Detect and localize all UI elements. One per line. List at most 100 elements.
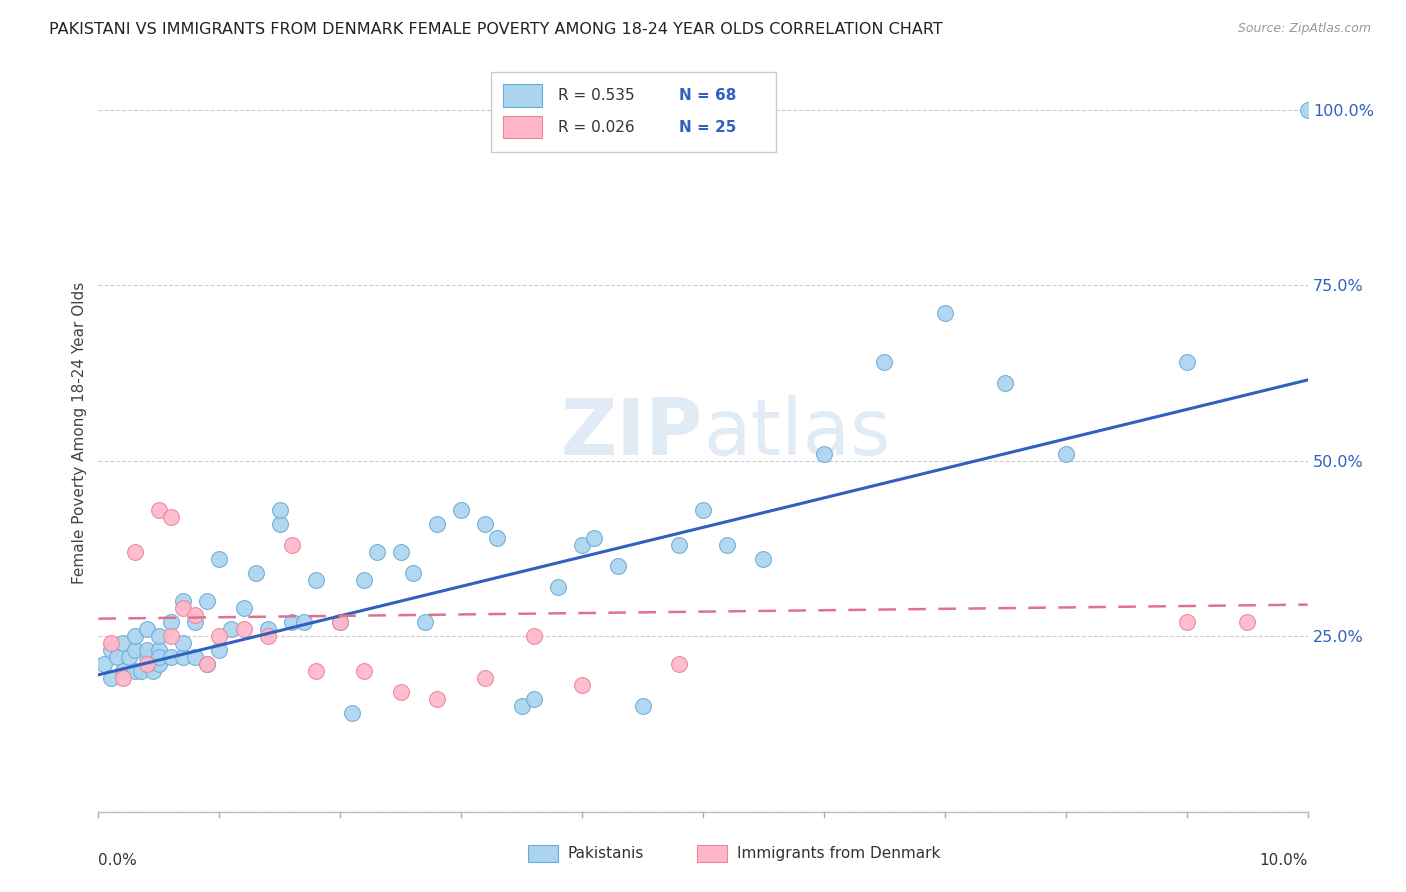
Text: Source: ZipAtlas.com: Source: ZipAtlas.com: [1237, 22, 1371, 36]
Point: [994, 376, 1017, 391]
Point: [172, 650, 194, 665]
Point: [135, 657, 157, 672]
Point: [184, 615, 207, 630]
Text: 10.0%: 10.0%: [1260, 854, 1308, 869]
Point: [124, 545, 146, 559]
Point: [547, 580, 569, 594]
Point: [256, 622, 278, 636]
Point: [389, 545, 412, 559]
Point: [583, 531, 606, 545]
Text: 0.0%: 0.0%: [98, 854, 138, 869]
Point: [195, 594, 218, 608]
Point: [486, 531, 509, 545]
Point: [474, 671, 496, 685]
Point: [692, 503, 714, 517]
Point: [232, 622, 254, 636]
Point: [329, 615, 352, 630]
Point: [474, 516, 496, 531]
Point: [124, 629, 146, 643]
Point: [105, 650, 128, 665]
Point: [269, 516, 291, 531]
Text: R = 0.535: R = 0.535: [558, 87, 634, 103]
Point: [752, 552, 775, 566]
Point: [934, 306, 956, 320]
Point: [1175, 355, 1198, 369]
Point: [93, 657, 115, 672]
Point: [124, 665, 146, 679]
Text: R = 0.026: R = 0.026: [558, 120, 634, 135]
Point: [342, 706, 364, 721]
Point: [450, 503, 472, 517]
Point: [813, 447, 835, 461]
Text: N = 68: N = 68: [679, 87, 737, 103]
Point: [135, 643, 157, 657]
Text: atlas: atlas: [703, 394, 890, 471]
Text: Immigrants from Denmark: Immigrants from Denmark: [737, 846, 941, 861]
Point: [523, 692, 546, 706]
Point: [208, 552, 231, 566]
Point: [402, 566, 425, 580]
Point: [129, 665, 152, 679]
Point: [269, 503, 291, 517]
Point: [873, 355, 896, 369]
Point: [571, 538, 593, 552]
Point: [389, 685, 412, 699]
Point: [172, 594, 194, 608]
Point: [148, 650, 170, 665]
Point: [142, 665, 165, 679]
Point: [329, 615, 352, 630]
Point: [184, 608, 207, 623]
Point: [148, 657, 170, 672]
Text: PAKISTANI VS IMMIGRANTS FROM DENMARK FEMALE POVERTY AMONG 18-24 YEAR OLDS CORREL: PAKISTANI VS IMMIGRANTS FROM DENMARK FEM…: [49, 22, 943, 37]
Point: [1175, 615, 1198, 630]
Point: [100, 643, 122, 657]
Point: [148, 643, 170, 657]
Point: [1296, 103, 1319, 117]
Point: [668, 657, 690, 672]
Point: [413, 615, 436, 630]
Point: [607, 559, 630, 574]
Point: [232, 601, 254, 615]
Point: [305, 573, 328, 587]
Point: [195, 657, 218, 672]
Point: [184, 650, 207, 665]
Point: [135, 650, 157, 665]
Point: [510, 699, 533, 714]
FancyBboxPatch shape: [503, 116, 543, 138]
Point: [245, 566, 267, 580]
Point: [281, 615, 304, 630]
Point: [426, 692, 449, 706]
Point: [160, 509, 183, 524]
Point: [426, 516, 449, 531]
Point: [305, 665, 328, 679]
Text: N = 25: N = 25: [679, 120, 737, 135]
Point: [118, 650, 141, 665]
FancyBboxPatch shape: [492, 72, 776, 153]
Point: [111, 636, 134, 650]
Point: [221, 622, 243, 636]
Point: [281, 538, 304, 552]
Point: [111, 665, 134, 679]
Point: [208, 643, 231, 657]
Point: [172, 636, 194, 650]
Point: [523, 629, 546, 643]
Point: [668, 538, 690, 552]
Point: [100, 671, 122, 685]
Point: [208, 629, 231, 643]
Text: Pakistanis: Pakistanis: [568, 846, 644, 861]
Point: [111, 671, 134, 685]
FancyBboxPatch shape: [697, 845, 727, 862]
Point: [195, 657, 218, 672]
Point: [160, 650, 183, 665]
Point: [100, 636, 122, 650]
Point: [135, 622, 157, 636]
Point: [148, 503, 170, 517]
Text: ZIP: ZIP: [561, 394, 703, 471]
Point: [292, 615, 315, 630]
Y-axis label: Female Poverty Among 18-24 Year Olds: Female Poverty Among 18-24 Year Olds: [72, 282, 87, 583]
Point: [160, 629, 183, 643]
Point: [353, 665, 375, 679]
FancyBboxPatch shape: [527, 845, 558, 862]
Point: [1054, 447, 1077, 461]
Point: [571, 678, 593, 692]
